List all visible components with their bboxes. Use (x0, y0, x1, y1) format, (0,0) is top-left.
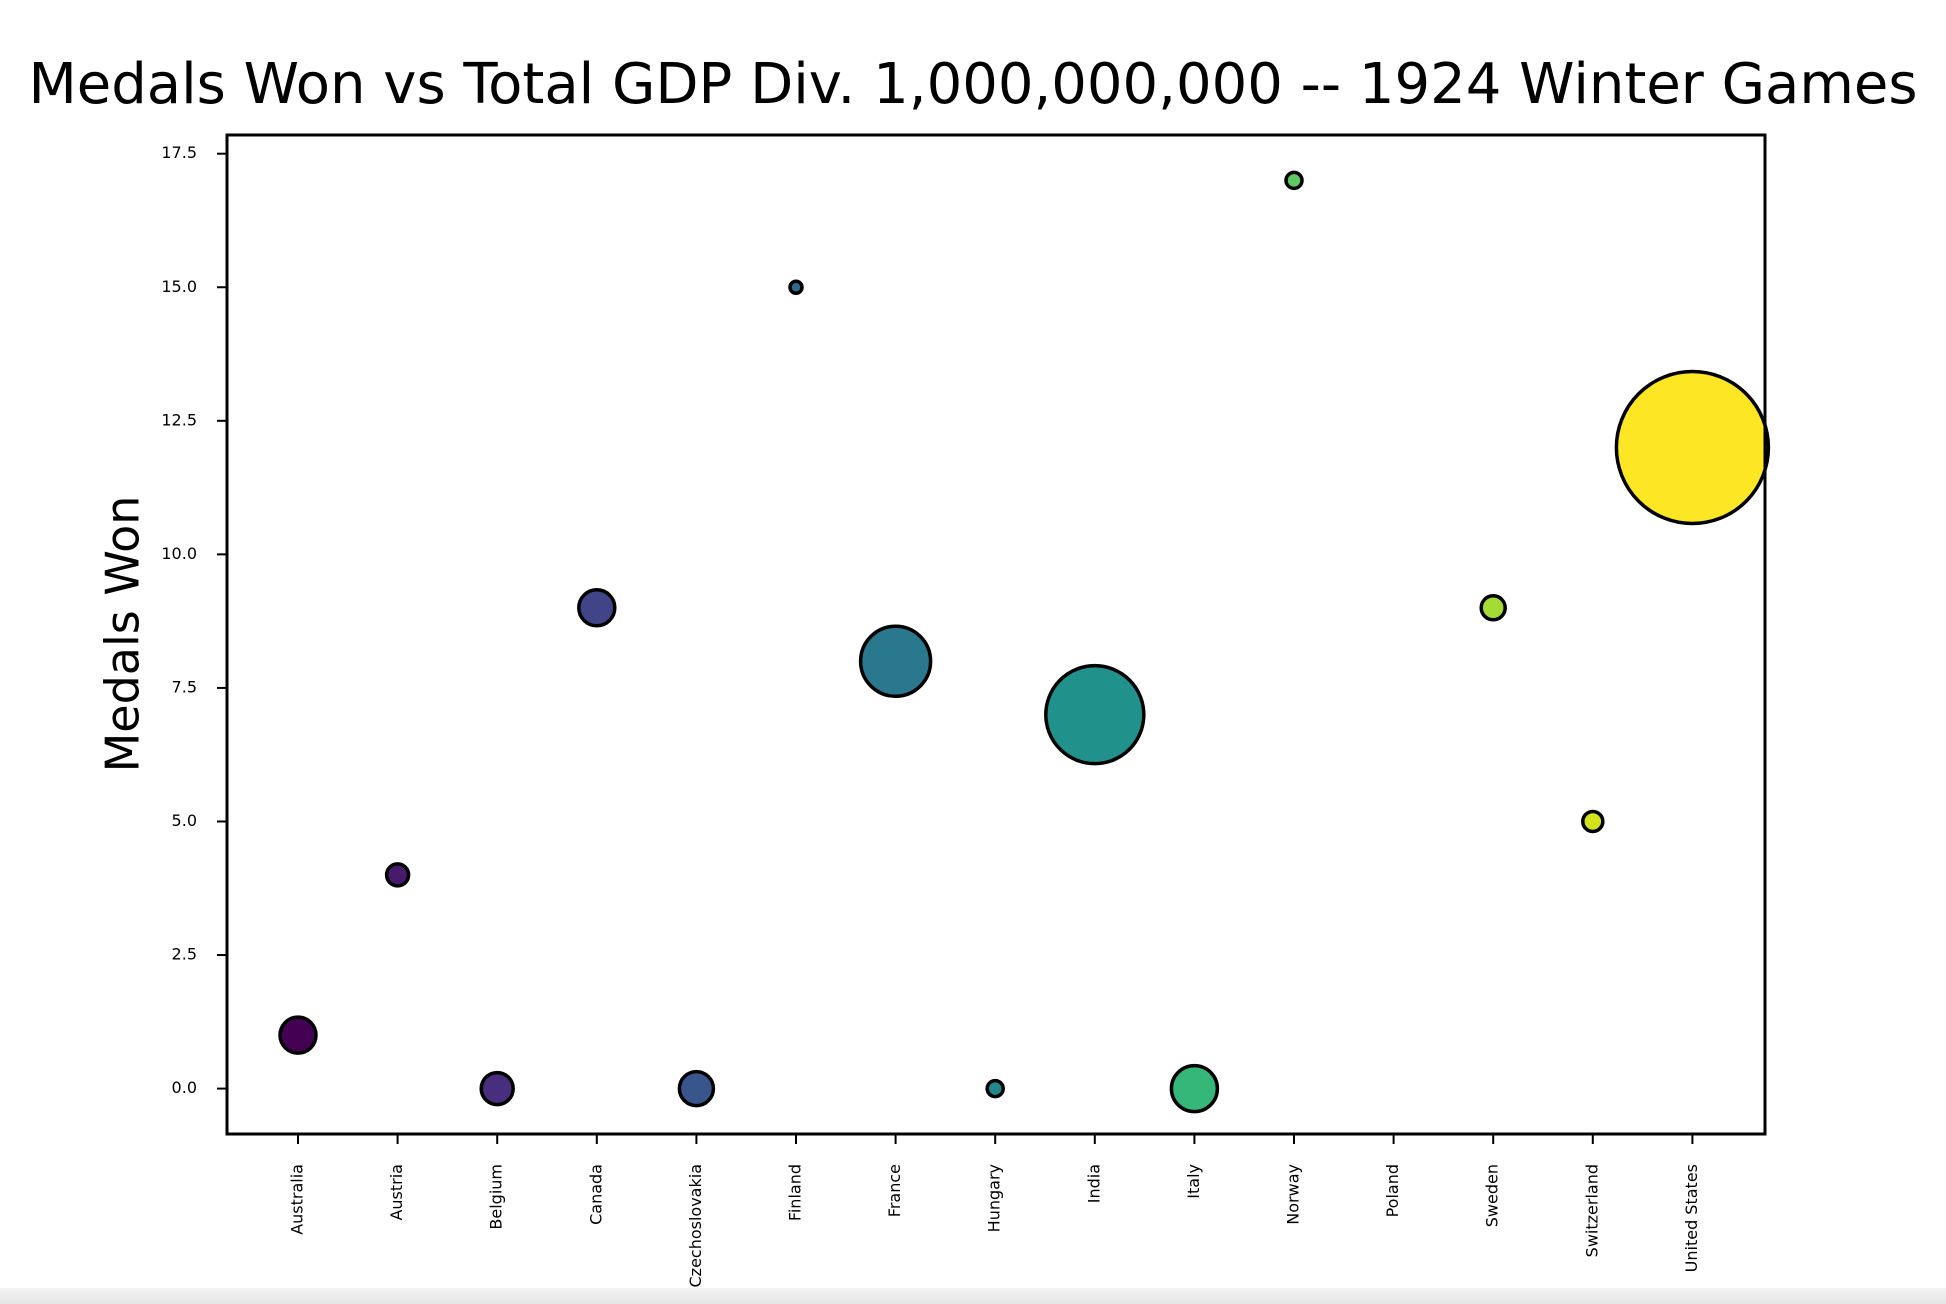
data-point-italy (1169, 1063, 1220, 1114)
y-tick-label: 5.0 (172, 811, 197, 830)
data-point-canada (577, 588, 617, 628)
x-axis-ticks: Australia Austria Belgium Canada Czechoslova… (288, 1134, 1701, 1288)
data-point-hungary (985, 1078, 1005, 1099)
data-point-finland (788, 279, 804, 296)
data-point-czechoslovakia (677, 1069, 716, 1108)
data-point-australia (278, 1015, 318, 1055)
x-tick-label: Italy (1184, 1164, 1203, 1199)
window-bottom-edge (0, 1288, 1946, 1304)
x-tick-label: United States (1682, 1164, 1701, 1272)
y-tick-label: 10.0 (161, 544, 197, 563)
data-points (278, 170, 1771, 1114)
x-tick-label: Canada (586, 1164, 605, 1225)
data-point-sweden (1479, 594, 1507, 622)
y-tick-label: 15.0 (161, 277, 197, 296)
y-tick-label: 17.5 (161, 143, 197, 162)
x-tick-label: Poland (1383, 1164, 1402, 1217)
y-tick-label: 12.5 (161, 410, 197, 429)
data-point-switzerland (1581, 809, 1605, 834)
chart-title: Medals Won vs Total GDP Div. 1,000,000,0… (28, 52, 1918, 117)
data-point-united-states (1614, 369, 1771, 526)
x-tick-label: Austria (387, 1164, 406, 1221)
data-point-norway (1284, 170, 1304, 191)
x-tick-label: Switzerland (1582, 1164, 1601, 1257)
x-tick-label: Belgium (487, 1164, 506, 1230)
data-point-france (858, 624, 933, 698)
data-point-austria (384, 862, 411, 888)
plot-frame (225, 133, 1767, 1136)
x-tick-label: Finland (786, 1164, 805, 1221)
data-point-india (1044, 663, 1146, 766)
x-tick-label: France (885, 1164, 904, 1217)
x-tick-label: Australia (288, 1164, 307, 1235)
y-tick-label: 2.5 (172, 945, 197, 964)
y-tick-label: 7.5 (172, 677, 197, 696)
y-axis-ticks: 0.0 2.5 5.0 7.5 10.0 12.5 15.0 17.5 (161, 143, 227, 1097)
x-tick-label: India (1084, 1164, 1103, 1203)
x-tick-label: Sweden (1483, 1164, 1502, 1227)
x-tick-label: Hungary (985, 1164, 1004, 1232)
y-axis-label: Medals Won (96, 496, 150, 773)
data-point-belgium (479, 1070, 515, 1107)
x-tick-label: Norway (1284, 1164, 1303, 1225)
x-tick-label: Czechoslovakia (686, 1164, 705, 1288)
y-tick-label: 0.0 (172, 1078, 197, 1097)
